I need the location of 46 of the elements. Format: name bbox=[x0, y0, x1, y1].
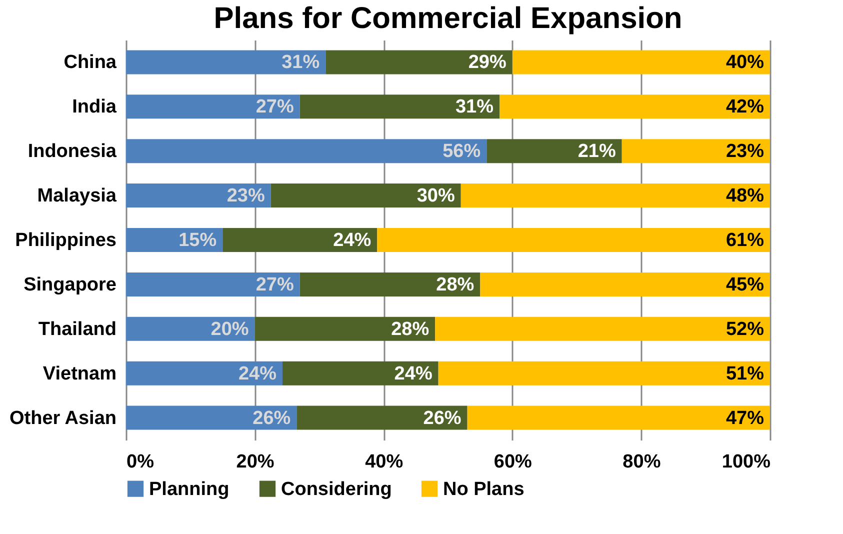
legend-label: Planning bbox=[149, 478, 230, 500]
data-label: 24% bbox=[238, 363, 277, 384]
data-label: 40% bbox=[726, 52, 764, 74]
x-tick-label: 100% bbox=[722, 452, 771, 472]
data-label: 23% bbox=[726, 141, 764, 162]
y-tick-label: Singapore bbox=[24, 274, 116, 296]
y-tick-label: China bbox=[64, 52, 117, 74]
data-label: 47% bbox=[726, 408, 764, 429]
data-label: 24% bbox=[333, 230, 372, 251]
y-tick-label: Malaysia bbox=[37, 186, 117, 207]
data-label: 27% bbox=[256, 274, 294, 296]
legend-label: Considering bbox=[281, 478, 392, 500]
data-label: 20% bbox=[210, 318, 249, 340]
data-label: 26% bbox=[423, 408, 462, 429]
x-tick-label: 20% bbox=[236, 452, 274, 472]
data-label: 52% bbox=[726, 318, 764, 340]
y-tick-label: India bbox=[72, 96, 117, 118]
data-label: 30% bbox=[416, 186, 455, 207]
data-label: 61% bbox=[726, 230, 764, 251]
data-label: 31% bbox=[282, 52, 320, 74]
x-tick-label: 60% bbox=[494, 452, 532, 472]
y-tick-label: Indonesia bbox=[28, 141, 117, 162]
data-label: 23% bbox=[226, 186, 266, 207]
x-tick-label: 80% bbox=[622, 452, 661, 472]
x-tick-label: 0% bbox=[126, 452, 154, 472]
y-tick-label: Other Asian bbox=[10, 408, 116, 429]
data-label: 28% bbox=[436, 274, 474, 296]
data-label: 28% bbox=[391, 318, 430, 340]
data-label: 27% bbox=[256, 96, 294, 118]
y-tick-label: Thailand bbox=[38, 318, 116, 340]
data-label: 21% bbox=[578, 141, 616, 162]
data-label: 56% bbox=[442, 141, 481, 162]
data-label: 51% bbox=[726, 363, 764, 384]
data-label: 45% bbox=[726, 274, 764, 296]
y-tick-label: Vietnam bbox=[42, 363, 116, 384]
data-label: 29% bbox=[468, 52, 507, 74]
y-tick-label: Philippines bbox=[15, 230, 116, 251]
data-label: 24% bbox=[394, 363, 432, 384]
legend-label: No Plans bbox=[443, 478, 524, 500]
data-label: 31% bbox=[455, 96, 494, 118]
data-label: 15% bbox=[178, 230, 217, 251]
data-label: 26% bbox=[252, 408, 291, 429]
chart-title: Plans for Commercial Expansion bbox=[214, 2, 682, 35]
data-label: 48% bbox=[726, 186, 764, 207]
x-tick-label: 40% bbox=[365, 452, 404, 472]
data-label: 42% bbox=[726, 96, 764, 118]
